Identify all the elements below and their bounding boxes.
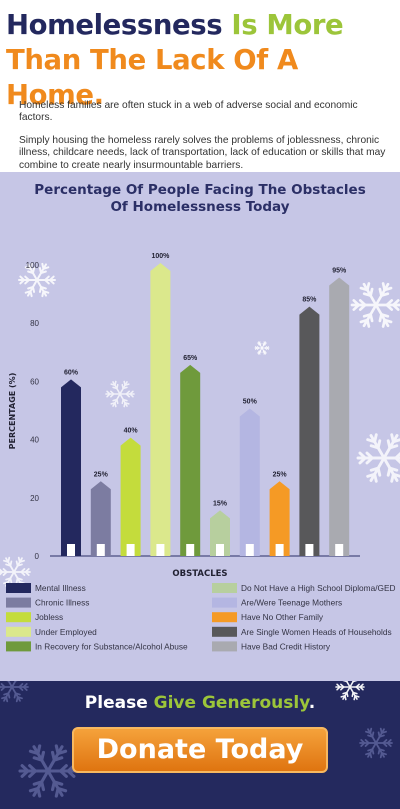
give-part2: Give Generously — [153, 693, 309, 713]
legend-label: Have Bad Credit History — [241, 641, 331, 651]
snowflake-icon — [18, 744, 78, 798]
bar-7 — [239, 408, 260, 556]
bar-10 — [329, 277, 350, 556]
bar-value-label: 25% — [94, 471, 109, 478]
title-line2: Than The Lack Of A Home. — [6, 44, 298, 111]
snowflake-icon — [335, 681, 365, 701]
bar-base-marker — [335, 544, 344, 556]
bar-value-label: 50% — [243, 399, 258, 406]
chart-title-line2: Of Homelessness Today — [110, 199, 290, 215]
bar-value-label: 15% — [213, 500, 228, 507]
legend-swatch — [6, 583, 31, 593]
header: Homelessness Is More Than The Lack Of A … — [0, 0, 400, 172]
y-tick-label: 60 — [30, 377, 39, 386]
y-tick-label: 0 — [35, 552, 40, 561]
page-title: Homelessness Is More Than The Lack Of A … — [6, 8, 398, 113]
bar-value-label: 60% — [64, 369, 79, 376]
y-axis-label: PERCENTAGE (%) — [8, 373, 17, 450]
footer-snowflakes — [0, 681, 393, 798]
snowflake-icon — [0, 681, 29, 703]
legend-swatch — [6, 626, 31, 637]
snowflake-icon — [18, 262, 56, 298]
snowflake-icon — [350, 282, 400, 328]
bar-base-marker — [186, 544, 195, 556]
intro-paragraph-1: Homeless families are often stuck in a w… — [19, 100, 358, 124]
chart-title-line1: Percentage Of People Facing The Obstacle… — [34, 182, 366, 198]
x-axis-label: OBSTACLES — [172, 569, 227, 579]
bar-1 — [61, 379, 81, 556]
snowflake-icon — [105, 380, 135, 408]
y-tick-label: 20 — [30, 494, 39, 503]
legend-swatch — [212, 641, 237, 652]
legend-label: Chronic Illness — [35, 598, 89, 608]
legend-swatch — [6, 641, 31, 652]
bar-value-label: 85% — [302, 297, 317, 304]
intro-text: Homeless families are often stuck in a w… — [19, 100, 391, 172]
title-part1: Homelessness — [6, 9, 223, 41]
y-tick-label: 80 — [30, 319, 39, 328]
bar-base-marker — [275, 544, 284, 556]
legend-label: In Recovery for Substance/Alcohol Abuse — [35, 641, 188, 651]
intro-paragraph-2: Simply housing the homeless rarely solve… — [19, 134, 386, 171]
bar-8 — [269, 481, 290, 556]
legend-swatch — [6, 597, 31, 608]
bar-value-label: 25% — [273, 471, 288, 478]
legend-label: Under Employed — [35, 627, 97, 637]
bar-4 — [150, 263, 171, 556]
legend-swatch — [212, 626, 237, 637]
bar-base-marker — [96, 544, 105, 556]
title-part2: Is More — [231, 9, 344, 41]
give-generously-text: Please Give Generously. — [0, 693, 400, 713]
bar-6 — [210, 510, 230, 556]
footer: Please Give Generously. Donate Today — [0, 681, 400, 809]
give-part3: . — [308, 693, 316, 713]
legend-label: Are Single Women Heads of Households — [241, 627, 392, 637]
bar-base-marker — [305, 544, 314, 556]
legend-label: Have No Other Family — [241, 612, 324, 622]
legend-label: Mental Illness — [35, 583, 86, 593]
bar-2 — [90, 481, 111, 556]
bar-5 — [180, 364, 201, 556]
snowflake-icon — [0, 556, 31, 588]
bar-base-marker — [216, 544, 224, 556]
snowflake-icon — [359, 727, 393, 759]
legend-swatch — [212, 612, 237, 623]
bar-9 — [299, 306, 320, 556]
snowflake-icon — [254, 341, 270, 355]
chart-title: Percentage Of People Facing The Obstacle… — [0, 182, 400, 216]
chart-panel: Percentage Of People Facing The Obstacle… — [0, 172, 400, 681]
bar-base-marker — [245, 544, 254, 556]
bar-base-marker — [67, 544, 75, 556]
y-tick-label: 100 — [26, 261, 40, 270]
legend-label: Jobless — [35, 612, 63, 622]
bar-3 — [120, 437, 141, 556]
snowflake-icon — [356, 433, 400, 483]
legend-swatch — [212, 583, 237, 593]
give-part1: Please — [84, 693, 148, 713]
bar-value-label: 100% — [151, 253, 170, 260]
bar-value-label: 95% — [332, 268, 347, 275]
bar-value-label: 65% — [183, 355, 198, 362]
bar-base-marker — [126, 544, 135, 556]
bar-value-label: 40% — [124, 428, 139, 435]
bar-base-marker — [156, 544, 165, 556]
donate-button[interactable]: Donate Today — [72, 727, 328, 773]
y-tick-label: 40 — [30, 436, 39, 445]
legend-swatch — [212, 597, 237, 608]
bar-chart: 0 20 40 60 80 100 PERCENTAGE (%) OBSTACLES 60% 25… — [0, 253, 400, 652]
legend-swatch — [6, 612, 31, 623]
legend-label: Are/Were Teenage Mothers — [241, 598, 342, 608]
legend-label: Do Not Have a High School Diploma/GED — [241, 583, 395, 593]
